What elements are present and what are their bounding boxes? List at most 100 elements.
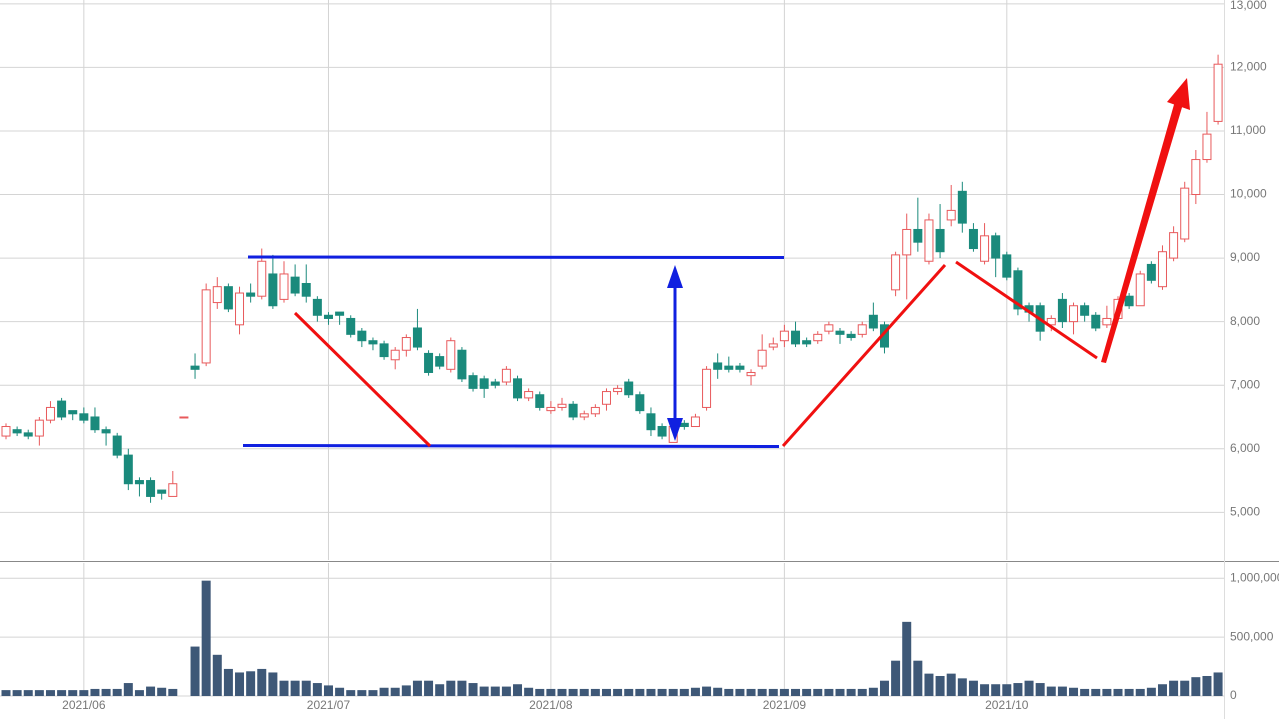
volume-bar (668, 688, 678, 696)
candle-body (635, 394, 645, 412)
volume-bar (1135, 688, 1145, 696)
candle-body (779, 330, 789, 342)
volume-bar (924, 673, 934, 696)
volume-bar (12, 690, 22, 696)
candle-body (791, 330, 801, 345)
candle-body (757, 349, 767, 367)
candle-body (1046, 317, 1056, 326)
candle-body (268, 273, 278, 307)
candle-body (946, 209, 956, 221)
volume-bar (1002, 684, 1012, 696)
x-tick-label: 2021/09 (763, 698, 807, 712)
volume-bar (835, 688, 845, 696)
candle-body (980, 235, 990, 262)
candle-body (201, 289, 211, 364)
volume-bar (713, 687, 723, 696)
trend-line (293, 311, 432, 448)
candle-body (1013, 270, 1023, 310)
volume-bar (1157, 684, 1167, 696)
volume-bar (779, 688, 789, 696)
y-tick-label: 8,000 (1230, 314, 1260, 328)
candle-body (179, 416, 189, 419)
volume-bar (802, 688, 812, 696)
volume-bar (235, 672, 245, 696)
volume-bar (613, 688, 623, 696)
candle-body (501, 368, 511, 383)
candle-body (190, 365, 200, 370)
candle-body (702, 368, 712, 408)
candle-body (168, 483, 178, 497)
candle-body (312, 298, 322, 316)
candle-body (57, 400, 67, 418)
y-tick-label: 10,000 (1230, 187, 1267, 201)
volume-bar (212, 654, 222, 696)
volume-bar (68, 690, 78, 696)
candle-body (301, 282, 311, 297)
candle-body (857, 324, 867, 335)
volume-bar (813, 688, 823, 696)
x-tick-label: 2021/10 (985, 698, 1029, 712)
candle-body (957, 190, 967, 224)
volume-bar (357, 690, 367, 696)
y-tick-label: 11,000 (1230, 123, 1266, 137)
volume-bar (1024, 680, 1034, 696)
candle-body (601, 391, 611, 405)
volume-bar (857, 688, 867, 696)
candle-body (223, 286, 233, 310)
candle-body (23, 432, 33, 437)
volume-bar (757, 688, 767, 696)
candle-body (412, 327, 422, 348)
trend-line (955, 260, 1098, 360)
y-tick-label: 500,000 (1230, 629, 1274, 643)
candle-body (557, 403, 567, 408)
volume-bar (412, 680, 422, 696)
volume-bar (1146, 687, 1156, 696)
support-line (242, 444, 780, 448)
volume-bar (1169, 680, 1179, 696)
candle-body (379, 343, 389, 358)
volume-bar (1213, 672, 1223, 696)
volume-bar (902, 621, 912, 696)
candle-body (1180, 187, 1190, 240)
candle-body (568, 403, 578, 418)
volume-bar (290, 680, 300, 696)
candle-body (768, 343, 778, 348)
volume-bar (501, 686, 511, 696)
candle-body (690, 416, 700, 428)
candle-body (590, 406, 600, 415)
resistance-line (247, 255, 785, 259)
candle-body (346, 317, 356, 335)
volume-bar (157, 687, 167, 696)
volume-bar (323, 685, 333, 696)
volume-bar (257, 668, 267, 696)
volume-bar (1069, 687, 1079, 696)
candle-body (490, 381, 500, 386)
candle-body (1124, 295, 1134, 307)
volume-bar (590, 688, 600, 696)
volume-bar (123, 683, 133, 696)
candle-body (68, 410, 78, 415)
candle-body (1169, 232, 1179, 259)
y-tick-label: 9,000 (1230, 250, 1260, 264)
candle-body (235, 292, 245, 326)
candle-body (12, 429, 22, 434)
candle-body (401, 337, 411, 351)
candle-body (968, 228, 978, 250)
candle-body (1069, 305, 1079, 323)
volume-bar (223, 668, 233, 696)
volume-bar (1046, 686, 1056, 696)
volume-bar (868, 687, 878, 696)
volume-bar (101, 688, 111, 696)
candle-body (646, 413, 656, 431)
volume-bar (557, 688, 567, 696)
arrow-head (667, 418, 683, 441)
volume-bar (1057, 686, 1067, 696)
volume-bar (246, 671, 256, 696)
candle-body (1135, 273, 1145, 307)
volume-bar (968, 680, 978, 696)
candle-body (813, 333, 823, 342)
candle-body (457, 349, 467, 380)
x-tick-label: 2021/06 (62, 698, 106, 712)
volume-bar (468, 683, 478, 696)
